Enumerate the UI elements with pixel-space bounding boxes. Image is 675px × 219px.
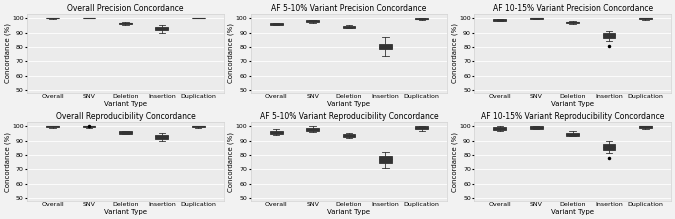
PathPatch shape bbox=[155, 135, 168, 139]
PathPatch shape bbox=[530, 126, 543, 129]
PathPatch shape bbox=[306, 128, 319, 131]
PathPatch shape bbox=[343, 134, 355, 137]
Y-axis label: Concordance (%): Concordance (%) bbox=[4, 23, 11, 83]
PathPatch shape bbox=[82, 126, 95, 127]
PathPatch shape bbox=[530, 18, 543, 19]
PathPatch shape bbox=[566, 21, 579, 23]
PathPatch shape bbox=[306, 20, 319, 22]
X-axis label: Variant Type: Variant Type bbox=[327, 209, 371, 215]
X-axis label: Variant Type: Variant Type bbox=[327, 101, 371, 107]
X-axis label: Variant Type: Variant Type bbox=[104, 101, 147, 107]
Y-axis label: Concordance (%): Concordance (%) bbox=[452, 23, 458, 83]
PathPatch shape bbox=[603, 144, 616, 150]
PathPatch shape bbox=[47, 126, 59, 127]
PathPatch shape bbox=[603, 33, 616, 38]
PathPatch shape bbox=[270, 23, 283, 25]
PathPatch shape bbox=[119, 131, 132, 134]
Title: Overall Reproducibility Concordance: Overall Reproducibility Concordance bbox=[55, 112, 195, 121]
Title: Overall Precision Concordance: Overall Precision Concordance bbox=[67, 4, 184, 13]
X-axis label: Variant Type: Variant Type bbox=[104, 209, 147, 215]
PathPatch shape bbox=[270, 131, 283, 134]
Y-axis label: Concordance (%): Concordance (%) bbox=[227, 23, 234, 83]
Title: AF 5-10% Variant Precision Concordance: AF 5-10% Variant Precision Concordance bbox=[271, 4, 427, 13]
PathPatch shape bbox=[155, 27, 168, 30]
X-axis label: Variant Type: Variant Type bbox=[551, 101, 594, 107]
Title: AF 5-10% Variant Reproducibility Concordance: AF 5-10% Variant Reproducibility Concord… bbox=[260, 112, 438, 121]
PathPatch shape bbox=[639, 126, 652, 128]
Y-axis label: Concordance (%): Concordance (%) bbox=[452, 132, 458, 192]
Y-axis label: Concordance (%): Concordance (%) bbox=[227, 132, 234, 192]
Title: AF 10-15% Variant Precision Concordance: AF 10-15% Variant Precision Concordance bbox=[493, 4, 653, 13]
PathPatch shape bbox=[379, 44, 391, 49]
PathPatch shape bbox=[566, 133, 579, 136]
PathPatch shape bbox=[379, 156, 391, 163]
PathPatch shape bbox=[415, 18, 428, 19]
X-axis label: Variant Type: Variant Type bbox=[551, 209, 594, 215]
Y-axis label: Concordance (%): Concordance (%) bbox=[4, 132, 11, 192]
PathPatch shape bbox=[639, 18, 652, 19]
PathPatch shape bbox=[343, 26, 355, 28]
PathPatch shape bbox=[192, 126, 205, 127]
PathPatch shape bbox=[415, 126, 428, 129]
PathPatch shape bbox=[493, 127, 506, 130]
Title: AF 10-15% Variant Reproducibility Concordance: AF 10-15% Variant Reproducibility Concor… bbox=[481, 112, 664, 121]
PathPatch shape bbox=[119, 23, 132, 24]
PathPatch shape bbox=[493, 19, 506, 21]
